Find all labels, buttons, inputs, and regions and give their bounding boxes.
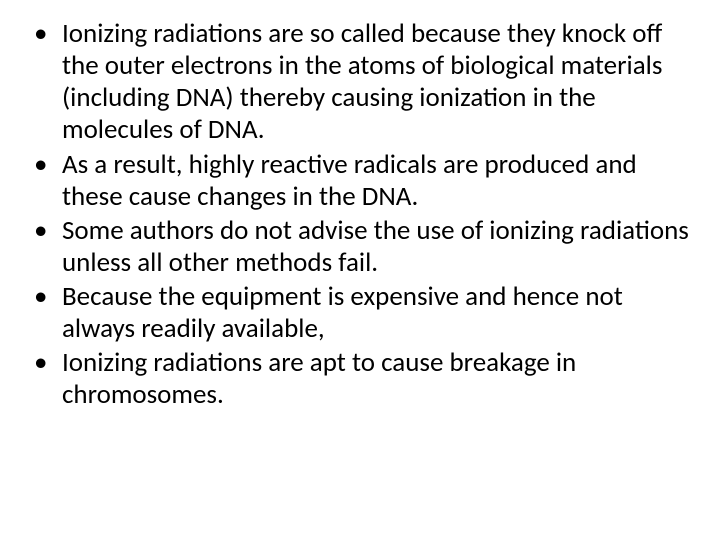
bullet-text: Ionizing radiations are apt to cause bre… bbox=[62, 346, 576, 411]
slide: Ionizing radiations are so called becaus… bbox=[0, 0, 720, 540]
list-item: Some authors do not advise the use of io… bbox=[20, 215, 700, 279]
list-item: Ionizing radiations are apt to cause bre… bbox=[20, 347, 700, 411]
list-item: Because the equipment is expensive and h… bbox=[20, 281, 700, 345]
bullet-text: As a result, highly reactive radicals ar… bbox=[62, 148, 637, 213]
bullet-text: Because the equipment is expensive and h… bbox=[62, 280, 623, 345]
bullet-text: Ionizing radiations are so called becaus… bbox=[62, 17, 662, 146]
bullet-text: Some authors do not advise the use of io… bbox=[62, 214, 689, 279]
list-item: Ionizing radiations are so called becaus… bbox=[20, 18, 700, 147]
list-item: As a result, highly reactive radicals ar… bbox=[20, 149, 700, 213]
bullet-list: Ionizing radiations are so called becaus… bbox=[20, 18, 700, 412]
